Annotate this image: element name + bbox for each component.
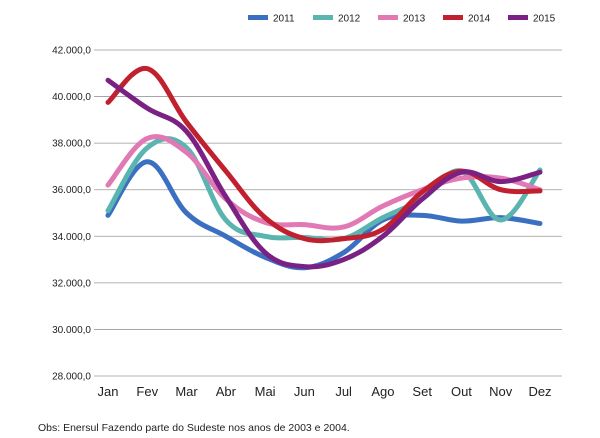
x-tick-label: Mar xyxy=(175,384,198,399)
legend-label-2011: 2011 xyxy=(273,14,295,25)
series-line-2014 xyxy=(105,66,543,244)
x-tick-label: Set xyxy=(412,384,432,399)
x-tick-label: Abr xyxy=(216,384,237,399)
x-tick-label: Jun xyxy=(294,384,315,399)
legend-label-2013: 2013 xyxy=(403,14,426,25)
footnote: Obs: Enersul Fazendo parte do Sudeste no… xyxy=(38,422,350,434)
legend-swatch-2014 xyxy=(443,15,463,20)
series-lines xyxy=(105,66,543,271)
x-tick-label: Dez xyxy=(528,384,551,399)
x-tick-label: Mai xyxy=(255,384,276,399)
x-axis-ticks: Jan Fev Mar Abr Mai Jun Jul Ago Set Out Nov Dez xyxy=(98,384,552,399)
legend-swatch-2015 xyxy=(508,15,528,20)
series-line-2015 xyxy=(105,77,543,270)
legend-label-2015: 2015 xyxy=(533,14,556,25)
legend: 2011 2012 2013 2014 2015 xyxy=(248,14,556,25)
legend-swatch-2011 xyxy=(248,15,268,20)
x-tick-label: Jan xyxy=(98,384,119,399)
y-tick-label: 38.000,0 xyxy=(52,139,91,150)
y-tick-label: 32.000,0 xyxy=(52,278,91,289)
x-tick-label: Jul xyxy=(335,384,352,399)
y-tick-label: 28.000,0 xyxy=(52,372,91,383)
y-tick-label: 36.000,0 xyxy=(52,185,91,196)
legend-swatch-2013 xyxy=(378,15,398,20)
x-tick-label: Out xyxy=(451,384,472,399)
legend-label-2012: 2012 xyxy=(338,14,361,25)
y-tick-label: 40.000,0 xyxy=(52,92,91,103)
series-line-2013 xyxy=(105,134,543,231)
y-axis-ticks: 28.000,0 30.000,0 32.000,0 34.000,0 36.000,0… xyxy=(52,46,91,383)
x-tick-label: Ago xyxy=(371,384,394,399)
legend-swatch-2012 xyxy=(313,15,333,20)
x-tick-label: Fev xyxy=(136,384,158,399)
y-tick-label: 30.000,0 xyxy=(52,325,91,336)
y-tick-label: 34.000,0 xyxy=(52,232,91,243)
y-tick-label: 42.000,0 xyxy=(52,46,91,57)
legend-label-2014: 2014 xyxy=(468,14,491,25)
x-tick-label: Nov xyxy=(489,384,513,399)
